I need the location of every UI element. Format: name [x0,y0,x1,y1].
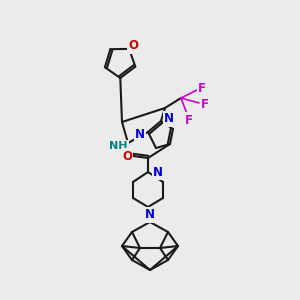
Text: O: O [128,39,138,52]
Text: F: F [201,98,209,110]
Text: N: N [153,166,163,178]
Text: N: N [164,112,174,125]
Text: NH: NH [109,141,127,151]
Text: F: F [198,82,206,94]
Text: F: F [185,113,193,127]
Text: N: N [135,128,145,142]
Text: N: N [145,208,155,221]
Text: O: O [122,149,132,163]
